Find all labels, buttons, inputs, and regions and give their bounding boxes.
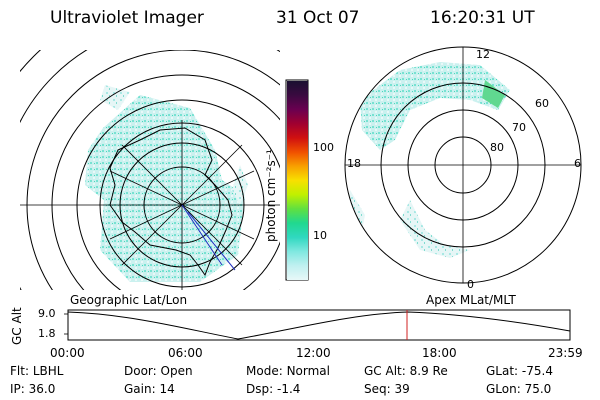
status-mode: Mode: Normal (246, 364, 330, 378)
altitude-plot (64, 309, 571, 341)
status-ip: IP: 36.0 (10, 382, 56, 396)
mlt-label-6: 6 (574, 157, 581, 170)
status-filter: Flt: LBHL (10, 364, 64, 378)
date-label: 31 Oct 07 (276, 8, 360, 28)
altitude-curve (67, 311, 571, 340)
altitude-tick-high: 9.0 (38, 307, 56, 320)
mlat-label-70: 70 (512, 121, 526, 134)
left-emission-layer (85, 85, 248, 282)
status-glon: GLon: 75.0 (486, 382, 552, 396)
color-scale (285, 79, 309, 281)
right-map-caption: Apex MLat/MLT (426, 293, 516, 307)
altitude-ylabel: GC Alt (10, 307, 24, 345)
colorbar-gradient (287, 81, 308, 280)
mlt-label-18: 18 (347, 157, 361, 170)
left-map-caption: Geographic Lat/Lon (70, 293, 188, 307)
time-tick: 18:00 (422, 346, 457, 360)
status-gc-alt: GC Alt: 8.9 Re (364, 364, 448, 378)
status-gain: Gain: 14 (124, 382, 175, 396)
colorbar-unit-label: photon cm⁻²s⁻¹ (264, 149, 278, 242)
mlt-label-12: 12 (476, 48, 490, 61)
altitude-tick-low: 1.8 (38, 327, 56, 340)
status-glat: GLat: -75.4 (486, 364, 553, 378)
instrument-title: Ultraviolet Imager (50, 8, 204, 28)
coastline (109, 127, 233, 277)
right-emission-oval (360, 62, 510, 150)
colorbar-tick-100: 100 (313, 141, 334, 154)
time-label: 16:20:31 UT (430, 8, 535, 28)
status-seq: Seq: 39 (364, 382, 410, 396)
mlat-label-80: 80 (490, 141, 504, 154)
status-dsp: Dsp: -1.4 (246, 382, 301, 396)
mlat-label-60: 60 (535, 97, 549, 110)
time-tick: 00:00 (50, 346, 85, 360)
magnetic-map (344, 46, 582, 284)
colorbar-tick-10: 10 (313, 229, 327, 242)
status-door: Door: Open (124, 364, 193, 378)
mlt-label-0: 0 (467, 278, 474, 291)
time-tick: 06:00 (168, 346, 203, 360)
geographic-map (20, 50, 280, 290)
time-tick: 23:59 (548, 346, 583, 360)
time-tick: 12:00 (296, 346, 331, 360)
